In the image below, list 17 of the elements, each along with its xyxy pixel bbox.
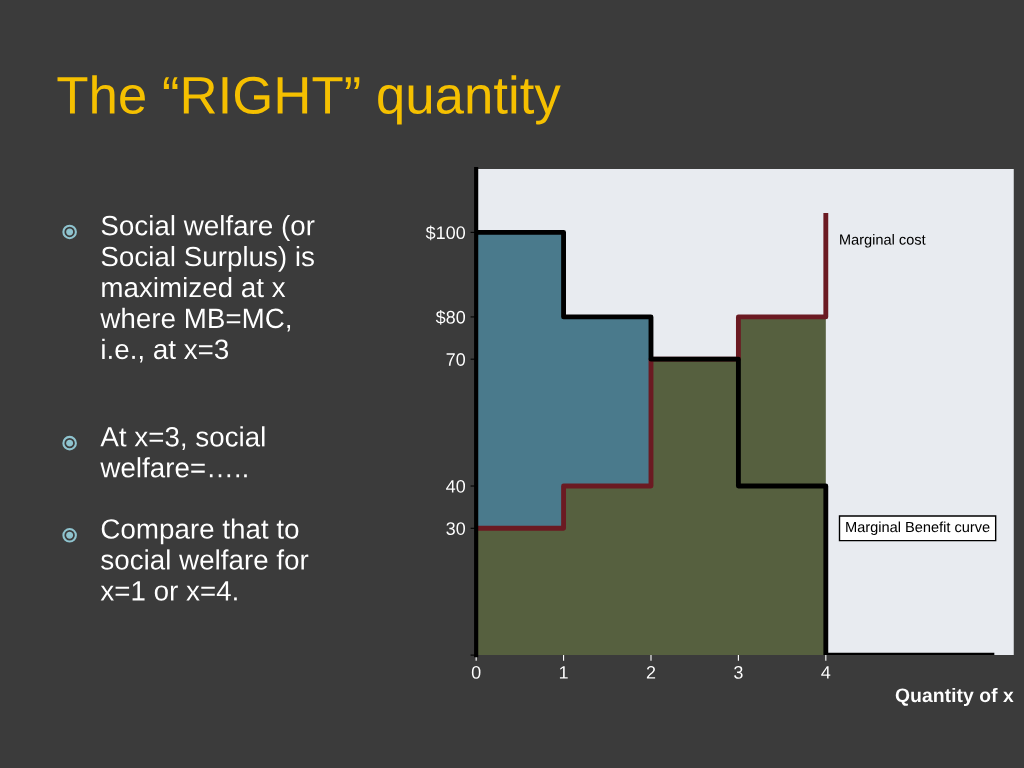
x-axis-title: Quantity of x	[895, 687, 1014, 707]
x-tick-label: 0	[471, 666, 481, 679]
x-tick-label: 2	[646, 666, 656, 679]
text: Social welfare (or Social Surplus) is maximized at x where MB=MC, i.e., at x=3	[100, 215, 315, 363]
x-tick-label: 3	[734, 666, 743, 679]
series-label: Marginal Benefit curve	[846, 521, 990, 536]
y-tick-label: 30	[446, 522, 466, 535]
y-tick-label: 70	[446, 353, 466, 366]
text: At x=3, social welfare=…..	[100, 426, 265, 478]
y-tick-label: 40	[446, 479, 466, 493]
y-tick-label: $100	[425, 225, 466, 241]
series-label: Marginal cost	[840, 234, 926, 248]
x-tick-label: 1	[559, 666, 568, 679]
chart-title: The “RIGHT” quantity	[57, 75, 561, 125]
x-tick-label: 4	[821, 666, 831, 679]
y-tick-label: $80	[435, 310, 466, 325]
text: Compare that to social welfare for x=1 or x=4.	[100, 518, 309, 601]
